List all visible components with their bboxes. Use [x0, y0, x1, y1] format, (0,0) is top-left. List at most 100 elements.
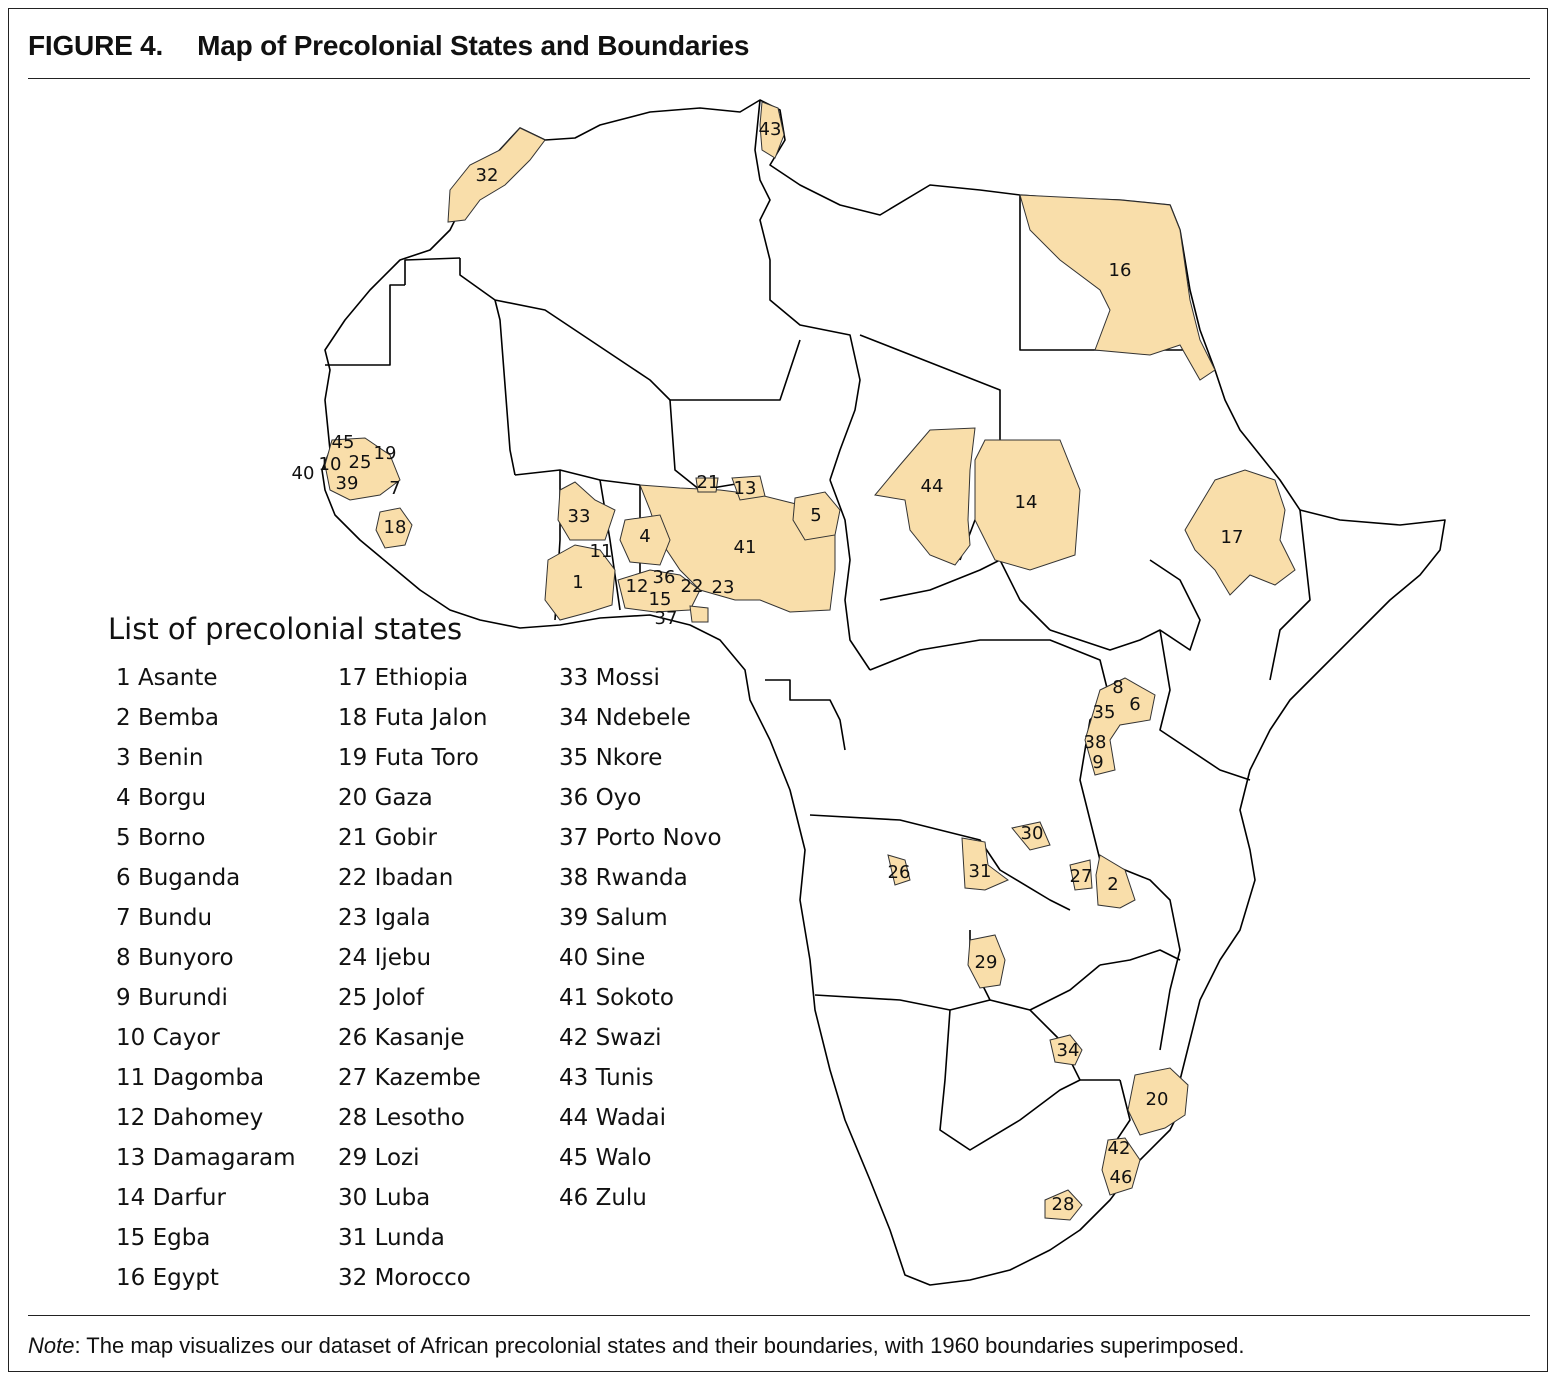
legend-item: 24 Ijebu: [338, 945, 432, 971]
state-region-luba: [1011, 821, 1051, 851]
note-text: : The map visualizes our dataset of Afri…: [74, 1333, 1245, 1358]
map-label-45: 45: [332, 432, 355, 453]
map-label-11: 11: [590, 541, 613, 562]
legend-item: 17 Ethiopia: [338, 665, 469, 691]
legend-item: 12 Dahomey: [116, 1105, 264, 1131]
state-region-borgu: [619, 514, 671, 566]
state-region-lozi: [967, 934, 1006, 989]
legend-item: 27 Kazembe: [338, 1065, 481, 1091]
map-label-2: 2: [1107, 874, 1118, 895]
map-label-20: 20: [1146, 1089, 1169, 1110]
legend-item: 16 Egypt: [116, 1265, 219, 1291]
legend-item: 46 Zulu: [559, 1185, 647, 1211]
map-label-34: 34: [1057, 1040, 1080, 1061]
legend-item: 45 Walo: [559, 1145, 652, 1171]
state-region-mossi: [557, 481, 616, 541]
state-region-futa-jalon: [375, 507, 413, 549]
map-label-15: 15: [649, 589, 672, 610]
legend-item: 31 Lunda: [338, 1225, 445, 1251]
map-label-25: 25: [349, 452, 372, 473]
map-label-43: 43: [759, 119, 782, 140]
legend-item: 44 Wadai: [559, 1105, 667, 1131]
map-label-46: 46: [1110, 1167, 1133, 1188]
map-label-26: 26: [888, 862, 911, 883]
legend-item: 9 Burundi: [116, 985, 228, 1011]
map-label-9: 9: [1092, 752, 1103, 773]
map-label-6: 6: [1129, 694, 1140, 715]
map-label-21: 21: [697, 472, 720, 493]
legend-item: 40 Sine: [559, 945, 646, 971]
map-label-1: 1: [572, 572, 583, 593]
state-region-gobir: [695, 477, 719, 493]
state-region-ethiopia: [1184, 469, 1296, 596]
legend-item: 5 Borno: [116, 825, 206, 851]
legend-item: 14 Darfur: [116, 1185, 226, 1211]
legend-item: 28 Lesotho: [338, 1105, 465, 1131]
map-label-19: 19: [374, 443, 397, 464]
state-region-kazembe: [1069, 859, 1093, 891]
map-label-13: 13: [734, 478, 757, 499]
state-region-morocco: [447, 127, 546, 223]
legend-item: 13 Damagaram: [116, 1145, 296, 1171]
map-label-10: 10: [319, 454, 342, 475]
map-label-44: 44: [921, 476, 944, 497]
legend-item: 29 Lozi: [338, 1145, 420, 1171]
legend-item: 41 Sokoto: [559, 985, 674, 1011]
state-region-senegambia: [324, 437, 401, 501]
map-label-7: 7: [389, 478, 400, 499]
map-label-27: 27: [1070, 866, 1093, 887]
legend-item: 11 Dagomba: [116, 1065, 265, 1091]
state-region-gaza: [1127, 1067, 1189, 1136]
note-rule: [28, 1315, 1530, 1316]
figure-title: FIGURE 4. Map of Precolonial States and B…: [28, 30, 749, 62]
precolonial-states: [324, 101, 1296, 1221]
map-label-23: 23: [712, 577, 735, 598]
map-label-36: 36: [653, 567, 676, 588]
figure-frame: [8, 8, 1548, 1372]
map-number-labels: 1 2 4 5 6 7 8 9 10 11 12 13 14 15 16 17 …: [292, 119, 1244, 1215]
legend-item: 4 Borgu: [116, 785, 207, 811]
legend-item: 43 Tunis: [559, 1065, 654, 1091]
legend-item: 36 Oyo: [559, 785, 642, 811]
figure-number: FIGURE 4.: [28, 30, 164, 61]
map-label-5: 5: [810, 505, 821, 526]
title-rule: [28, 78, 1530, 79]
map-label-38: 38: [1084, 732, 1107, 753]
legend-item: 34 Ndebele: [559, 705, 691, 731]
legend-item: 21 Gobir: [338, 825, 437, 851]
legend-title: List of precolonial states: [108, 612, 463, 646]
legend-item: 25 Jolof: [338, 985, 424, 1011]
map-label-4: 4: [639, 526, 650, 547]
legend-item: 6 Buganda: [116, 865, 241, 891]
legend-item: 22 Ibadan: [338, 865, 454, 891]
map-label-42: 42: [1108, 1138, 1131, 1159]
legend-item: 7 Bundu: [116, 905, 213, 931]
figure-note: Note: The map visualizes our dataset of …: [28, 1333, 1244, 1359]
legend-item: 19 Futa Toro: [338, 745, 479, 771]
legend-item: 18 Futa Jalon: [338, 705, 488, 731]
map-label-8: 8: [1112, 677, 1123, 698]
legend-item: 23 Igala: [338, 905, 431, 931]
note-label: Note: [28, 1333, 75, 1358]
legend-item: 32 Morocco: [338, 1265, 471, 1291]
figure-title-text: Map of Precolonial States and Boundaries: [197, 30, 750, 61]
map-label-22: 22: [681, 576, 704, 597]
state-region-lunda: [961, 837, 1009, 891]
state-region-porto-novo: [689, 605, 709, 623]
state-region-ndebele: [1049, 1034, 1083, 1066]
map-label-37: 37: [655, 608, 678, 629]
legend-item: 26 Kasanje: [338, 1025, 465, 1051]
map-label-35: 35: [1093, 702, 1116, 723]
state-region-asante: [544, 544, 616, 621]
map-label-39: 39: [336, 473, 359, 494]
state-region-wadai: [874, 427, 976, 566]
state-region-swazi-zulu: [1101, 1137, 1141, 1196]
map-label-31: 31: [969, 861, 992, 882]
state-region-interlacustrine: [1084, 677, 1156, 776]
legend-item: 30 Luba: [338, 1185, 431, 1211]
legend-list: 1 Asante 2 Bemba 3 Benin 4 Borgu 5 Borno 6 Bu…: [116, 662, 736, 1302]
legend-item: 42 Swazi: [559, 1025, 662, 1051]
map-label-32: 32: [476, 165, 499, 186]
legend-item: 1 Asante: [116, 665, 218, 691]
